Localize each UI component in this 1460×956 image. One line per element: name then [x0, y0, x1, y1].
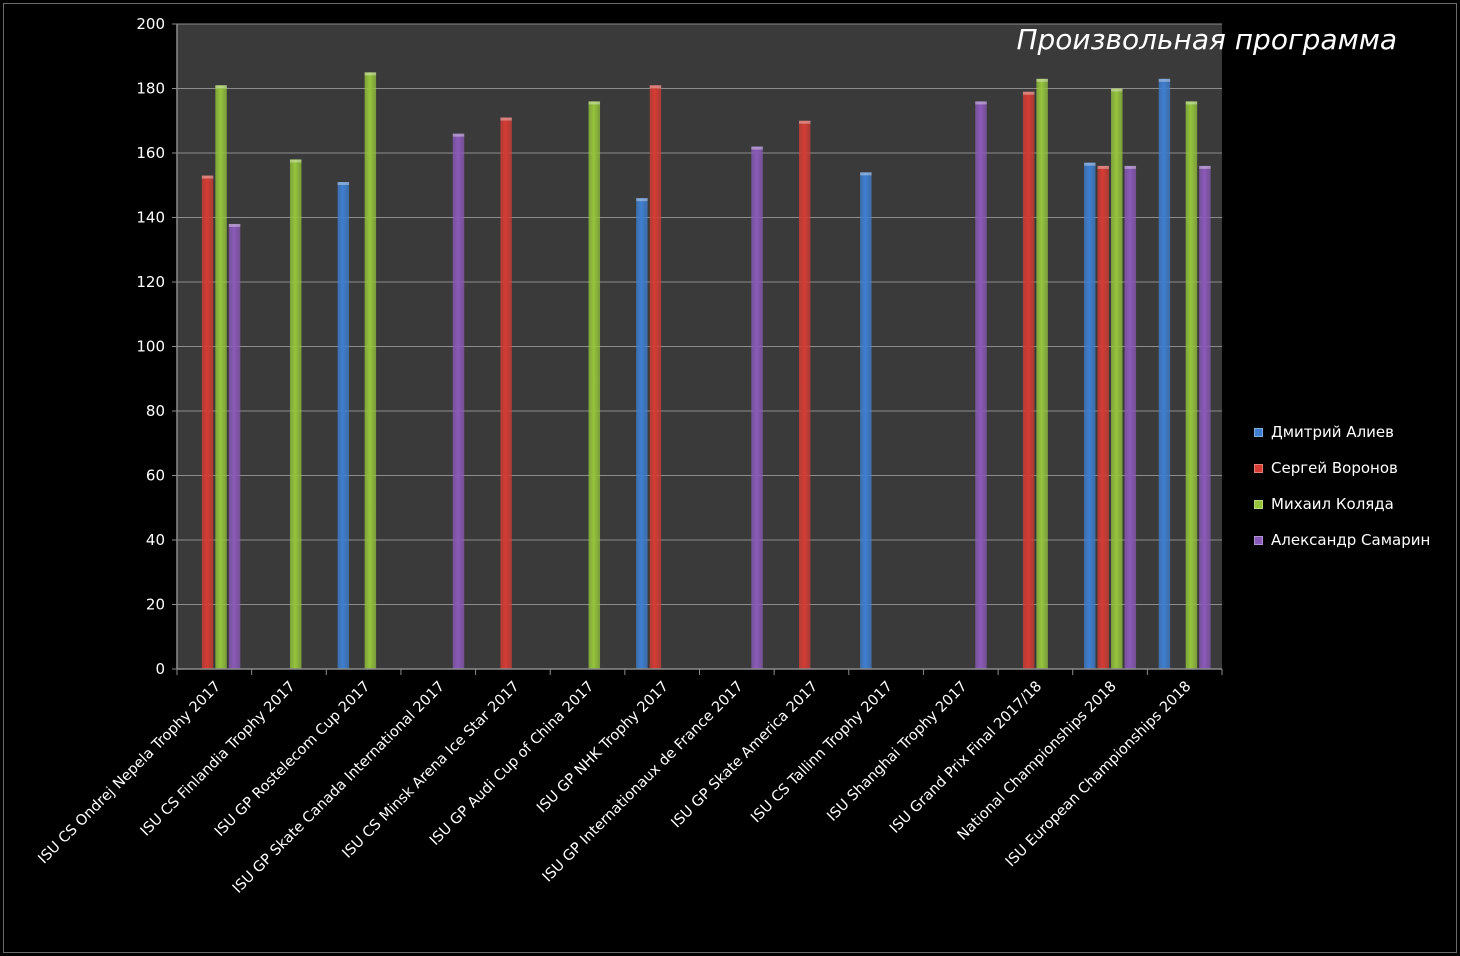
bar [228, 223, 241, 669]
bar [636, 198, 648, 669]
y-tick-label: 200 [136, 15, 165, 33]
bar-top-highlight [500, 117, 512, 121]
y-tick-label: 100 [136, 338, 165, 356]
bar-top-highlight [1124, 165, 1137, 169]
legend-label: Михаил Коляда [1271, 495, 1394, 513]
bar [1158, 78, 1171, 669]
bar [1199, 165, 1211, 669]
bar-top-highlight [215, 85, 227, 89]
bar [860, 172, 872, 669]
legend-swatch [1254, 535, 1263, 545]
bar [798, 120, 811, 669]
x-tick-label: ISU CS Tallinn Trophy 2017 [748, 679, 896, 827]
bar-top-highlight [636, 198, 648, 202]
bar-top-highlight [1199, 165, 1211, 169]
bar-top-highlight [1084, 162, 1096, 166]
bar-top-highlight [1097, 165, 1110, 169]
bar [1185, 101, 1198, 669]
bar-top-highlight [751, 146, 763, 150]
bar [1022, 91, 1035, 670]
chart-title: Произвольная программа [1016, 23, 1397, 56]
bar [1111, 88, 1123, 669]
bar-top-highlight [228, 223, 241, 227]
bar-top-highlight [1111, 88, 1123, 92]
bar [1097, 165, 1110, 669]
bar [289, 159, 302, 669]
y-tick-label: 0 [155, 660, 165, 678]
bar [975, 101, 987, 669]
legend-item: Михаил Коляда [1254, 486, 1430, 522]
bar [452, 133, 465, 669]
bar-top-highlight [1036, 78, 1048, 82]
x-tick-label: ISU GP NHK Trophy 2017 [534, 679, 672, 817]
y-tick-label: 80 [146, 402, 165, 420]
bar-top-highlight [201, 175, 214, 179]
bar-top-highlight [1022, 91, 1035, 95]
legend-label: Дмитрий Алиев [1271, 423, 1394, 441]
legend-swatch [1254, 499, 1263, 509]
bar [1036, 78, 1048, 669]
y-tick-label: 140 [136, 209, 165, 227]
legend-swatch [1254, 463, 1263, 473]
bar [588, 101, 601, 669]
bars [201, 72, 1211, 670]
legend-item: Александр Самарин [1254, 522, 1430, 558]
legend-label: Александр Самарин [1271, 531, 1431, 549]
bar-top-highlight [588, 101, 601, 105]
bar-top-highlight [798, 120, 811, 124]
legend-item: Сергей Воронов [1254, 450, 1430, 486]
bar [215, 85, 227, 669]
bar-top-highlight [364, 72, 377, 76]
y-tick-label: 20 [146, 596, 165, 614]
bar-top-highlight [860, 172, 872, 176]
legend-label: Сергей Воронов [1271, 459, 1398, 477]
bar [337, 182, 350, 669]
bar [1084, 162, 1096, 670]
x-tick-label: ISU GP Rostelecom Cup 2017 [212, 679, 373, 840]
y-tick-label: 180 [136, 80, 165, 98]
bar-top-highlight [649, 85, 662, 89]
y-tick-label: 160 [136, 144, 165, 162]
bar [364, 72, 377, 669]
bar [1124, 165, 1137, 669]
x-tick-label: ISU GP Skate America 2017 [669, 679, 822, 832]
bar [649, 85, 662, 669]
legend: Дмитрий Алиев Сергей Воронов Михаил Коляда… [1254, 414, 1430, 558]
bar-top-highlight [337, 182, 350, 186]
legend-item: Дмитрий Алиев [1254, 414, 1430, 450]
bar-top-highlight [1185, 101, 1198, 105]
x-tick-label: ISU Grand Prix Final 2017/18 [887, 679, 1045, 837]
x-tick-label: ISU GP Audi Cup of China 2017 [427, 679, 597, 849]
bar-top-highlight [1158, 78, 1171, 82]
y-tick-label: 40 [146, 531, 165, 549]
legend-swatch [1254, 427, 1263, 437]
x-tick-label: ISU Shanghai Trophy 2017 [824, 679, 970, 825]
chart-frame: 0 20 40 60 80 100 120 140 160 180 200 ISU CS Ondrej… [3, 3, 1457, 953]
y-tick-label: 120 [136, 273, 165, 291]
bar [500, 117, 512, 669]
bar [201, 175, 214, 669]
bar [751, 146, 763, 670]
bar-top-highlight [452, 133, 465, 137]
bar-top-highlight [289, 159, 302, 163]
x-tick-label: ISU CS Finlandia Trophy 2017 [138, 679, 299, 840]
y-tick-label: 60 [146, 467, 165, 485]
x-tick-label: National Championships 2018 [955, 679, 1120, 844]
bar-top-highlight [975, 101, 987, 105]
